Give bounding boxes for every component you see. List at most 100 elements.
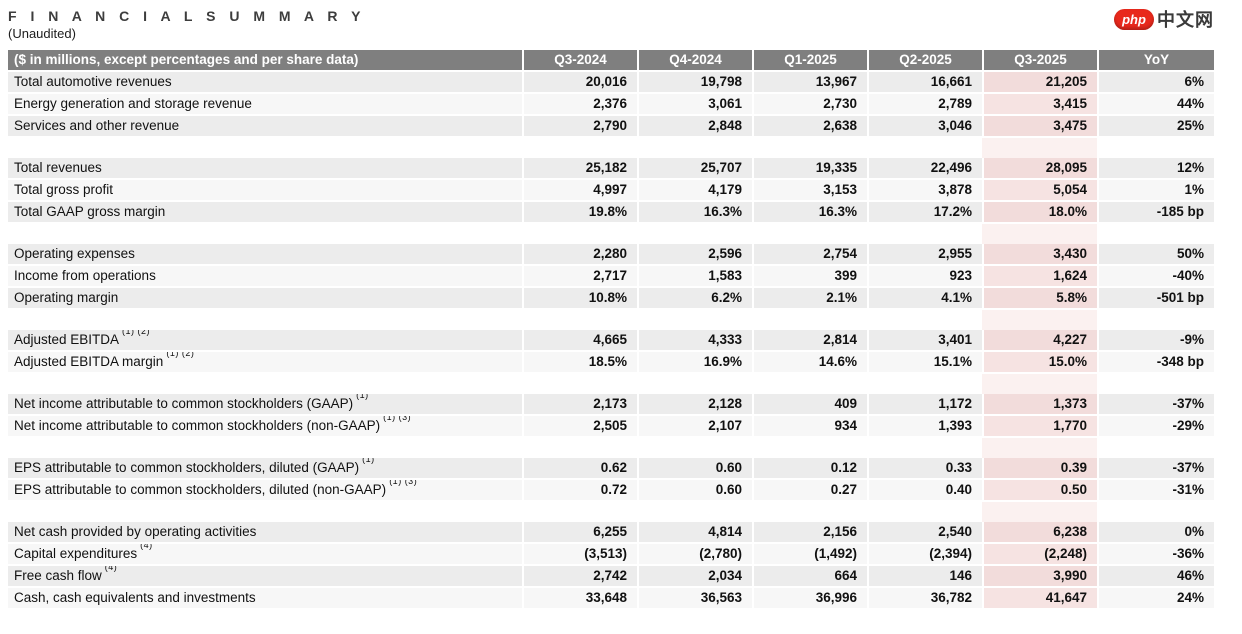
spacer-cell — [1097, 138, 1214, 158]
cell-yoy-value: 44% — [1097, 94, 1214, 116]
col-header-q1-2025: Q1-2025 — [752, 50, 867, 72]
row-label: Adjusted EBITDA margin(1) (2) — [8, 352, 522, 374]
spacer-cell — [867, 502, 982, 522]
cell-value: 14.6% — [752, 352, 867, 374]
cell-value: 146 — [867, 566, 982, 588]
table-row: Income from operations 2,717 1,583 399 923 1,… — [8, 266, 1214, 288]
cell-yoy-value: -501 bp — [1097, 288, 1214, 310]
table-row: Total revenues 25,182 25,707 19,335 22,496 28… — [8, 158, 1214, 180]
row-label-text: Total gross profit — [14, 182, 114, 197]
row-label-text: Total automotive revenues — [14, 74, 172, 89]
section-spacer-row — [8, 374, 1214, 394]
row-label-text: Net income attributable to common stockh… — [14, 418, 381, 433]
cell-value: 16.9% — [637, 352, 752, 374]
cell-value: 4.1% — [867, 288, 982, 310]
cell-yoy-value: -29% — [1097, 416, 1214, 438]
cell-value: 0.72 — [522, 480, 637, 502]
cell-value: 33,648 — [522, 588, 637, 610]
cell-value: 1,624 — [982, 266, 1097, 288]
cell-yoy-value: 12% — [1097, 158, 1214, 180]
cell-value: 18.0% — [982, 202, 1097, 224]
php-cn-logo: php 中文网 — [1114, 6, 1214, 32]
cell-value: 2,376 — [522, 94, 637, 116]
spacer-cell — [8, 138, 522, 158]
spacer-cell — [867, 138, 982, 158]
cell-value: 0.33 — [867, 458, 982, 480]
row-label-text: Operating margin — [14, 290, 119, 305]
cell-yoy-value: -185 bp — [1097, 202, 1214, 224]
page-subtitle: (Unaudited) — [8, 26, 76, 41]
spacer-cell — [522, 374, 637, 394]
cell-value: 19,798 — [637, 72, 752, 94]
spacer-cell — [867, 374, 982, 394]
cell-yoy-value: 24% — [1097, 588, 1214, 610]
table-row: Energy generation and storage revenue 2,3… — [8, 94, 1214, 116]
spacer-cell — [522, 502, 637, 522]
table-row: Total gross profit 4,997 4,179 3,153 3,878 5,… — [8, 180, 1214, 202]
spacer-cell — [637, 374, 752, 394]
php-logo-icon: php — [1114, 8, 1154, 30]
cell-yoy-value: 6% — [1097, 72, 1214, 94]
cell-value: 2.1% — [752, 288, 867, 310]
spacer-cell — [752, 502, 867, 522]
spacer-cell — [1097, 438, 1214, 458]
footnote-superscript: (1) — [356, 394, 369, 400]
cell-value: 13,967 — [752, 72, 867, 94]
row-label-text: Cash, cash equivalents and investments — [14, 590, 256, 605]
cell-value: 2,955 — [867, 244, 982, 266]
cell-value: 36,782 — [867, 588, 982, 610]
cell-value: 3,061 — [637, 94, 752, 116]
cell-value: 2,596 — [637, 244, 752, 266]
row-label-text: Operating expenses — [14, 246, 135, 261]
cell-value: 21,205 — [982, 72, 1097, 94]
row-label: EPS attributable to common stockholders,… — [8, 480, 522, 502]
row-label-text: Free cash flow — [14, 568, 102, 583]
row-label-text: Adjusted EBITDA — [14, 332, 120, 347]
table-row: Services and other revenue 2,790 2,848 2,63… — [8, 116, 1214, 138]
cell-value: 4,997 — [522, 180, 637, 202]
cell-value: 923 — [867, 266, 982, 288]
spacer-cell — [637, 502, 752, 522]
row-label: Free cash flow(4) — [8, 566, 522, 588]
cell-value: 16,661 — [867, 72, 982, 94]
cell-value: (2,248) — [982, 544, 1097, 566]
cell-value: 5,054 — [982, 180, 1097, 202]
table-row: Net cash provided by operating activitie… — [8, 522, 1214, 544]
page-title: F I N A N C I A L S U M M A R Y — [8, 8, 366, 24]
table-row: Adjusted EBITDA(1) (2) 4,665 4,333 2,814 3,4… — [8, 330, 1214, 352]
row-label: Operating expenses — [8, 244, 522, 266]
spacer-cell — [982, 438, 1097, 458]
table-row: EPS attributable to common stockholders,… — [8, 480, 1214, 502]
cell-yoy-value: -36% — [1097, 544, 1214, 566]
cell-value: 934 — [752, 416, 867, 438]
cell-value: 0.62 — [522, 458, 637, 480]
footnote-superscript: (1) (2) — [166, 352, 195, 358]
cell-value: 0.27 — [752, 480, 867, 502]
financial-summary-table: ($ in millions, except percentages and p… — [8, 50, 1214, 610]
spacer-cell — [8, 310, 522, 330]
row-label: Total revenues — [8, 158, 522, 180]
page-header: F I N A N C I A L S U M M A R Y (Unaudit… — [0, 0, 1242, 50]
table-row: EPS attributable to common stockholders,… — [8, 458, 1214, 480]
table-row: Cash, cash equivalents and investments 33… — [8, 588, 1214, 610]
row-label: Operating margin — [8, 288, 522, 310]
row-label-text: Services and other revenue — [14, 118, 180, 133]
cell-value: 41,647 — [982, 588, 1097, 610]
col-header-q4-2024: Q4-2024 — [637, 50, 752, 72]
table-row: Free cash flow(4) 2,742 2,034 664 146 3,990 46… — [8, 566, 1214, 588]
row-label-text: Net cash provided by operating activitie… — [14, 524, 257, 539]
row-label-text: Capital expenditures — [14, 546, 138, 561]
row-label: Net income attributable to common stockh… — [8, 416, 522, 438]
table-row: Operating margin 10.8% 6.2% 2.1% 4.1% 5.8% -50… — [8, 288, 1214, 310]
row-label: Income from operations — [8, 266, 522, 288]
spacer-cell — [8, 374, 522, 394]
spacer-cell — [752, 224, 867, 244]
cell-yoy-value: 0% — [1097, 522, 1214, 544]
table-row: Total automotive revenues 20,016 19,798 13,… — [8, 72, 1214, 94]
spacer-cell — [637, 224, 752, 244]
cell-value: 18.5% — [522, 352, 637, 374]
cell-value: 25,707 — [637, 158, 752, 180]
cell-value: 3,401 — [867, 330, 982, 352]
row-label-text: Total revenues — [14, 160, 102, 175]
cell-value: 664 — [752, 566, 867, 588]
